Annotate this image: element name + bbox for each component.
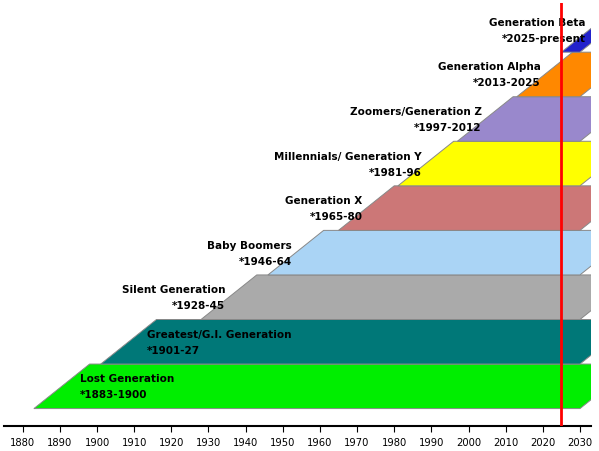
Polygon shape	[201, 275, 599, 320]
Text: Zoomers/Generation Z: Zoomers/Generation Z	[349, 107, 482, 117]
Polygon shape	[398, 142, 599, 186]
Text: Greatest/G.I. Generation: Greatest/G.I. Generation	[147, 329, 292, 339]
Polygon shape	[458, 97, 599, 142]
Text: Generation Alpha: Generation Alpha	[438, 62, 541, 72]
Text: Generation Beta: Generation Beta	[489, 18, 585, 28]
Text: *1981-96: *1981-96	[369, 167, 422, 177]
Text: *1883-1900: *1883-1900	[80, 390, 148, 400]
Text: *1997-2012: *1997-2012	[414, 123, 482, 133]
Text: Generation X: Generation X	[285, 196, 362, 206]
Text: Lost Generation: Lost Generation	[80, 373, 174, 383]
Text: Millennials/ Generation Y: Millennials/ Generation Y	[274, 151, 422, 161]
Polygon shape	[34, 364, 599, 409]
Polygon shape	[561, 9, 599, 53]
Polygon shape	[268, 231, 599, 275]
Text: *1901-27: *1901-27	[147, 345, 200, 355]
Text: Silent Generation: Silent Generation	[122, 285, 225, 295]
Text: *1965-80: *1965-80	[310, 212, 362, 221]
Text: *1928-45: *1928-45	[172, 300, 225, 311]
Text: *2013-2025: *2013-2025	[473, 78, 541, 88]
Text: Baby Boomers: Baby Boomers	[207, 240, 292, 250]
Text: *1946-64: *1946-64	[239, 256, 292, 266]
Text: *2025-present: *2025-present	[501, 34, 585, 44]
Polygon shape	[101, 320, 599, 364]
Polygon shape	[338, 186, 599, 231]
Polygon shape	[517, 53, 599, 97]
